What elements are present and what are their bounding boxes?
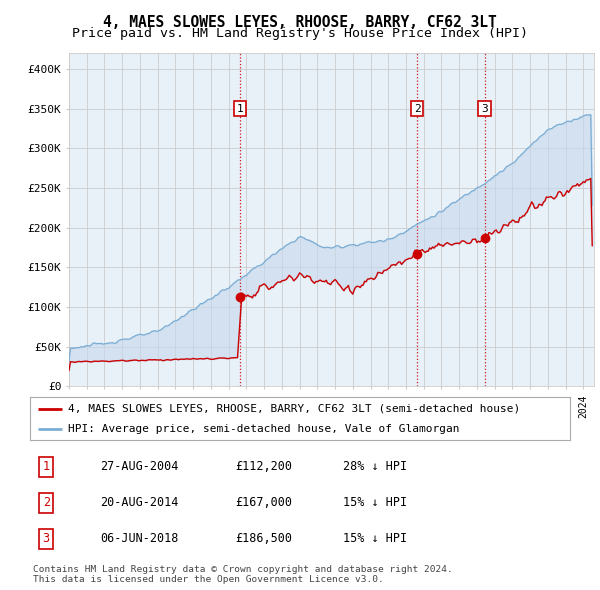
Text: £112,200: £112,200 [235,460,292,473]
Text: 06-JUN-2018: 06-JUN-2018 [100,533,179,546]
Text: Price paid vs. HM Land Registry's House Price Index (HPI): Price paid vs. HM Land Registry's House … [72,27,528,40]
Text: Contains HM Land Registry data © Crown copyright and database right 2024.
This d: Contains HM Land Registry data © Crown c… [33,565,453,584]
Text: 15% ↓ HPI: 15% ↓ HPI [343,496,407,510]
Text: 3: 3 [43,533,50,546]
Text: 20-AUG-2014: 20-AUG-2014 [100,496,179,510]
Text: 4, MAES SLOWES LEYES, RHOOSE, BARRY, CF62 3LT (semi-detached house): 4, MAES SLOWES LEYES, RHOOSE, BARRY, CF6… [68,404,520,414]
Text: 3: 3 [481,104,488,114]
Text: 27-AUG-2004: 27-AUG-2004 [100,460,179,473]
Text: 2: 2 [414,104,421,114]
Text: 1: 1 [43,460,50,473]
Text: £167,000: £167,000 [235,496,292,510]
Text: 15% ↓ HPI: 15% ↓ HPI [343,533,407,546]
Text: 4, MAES SLOWES LEYES, RHOOSE, BARRY, CF62 3LT: 4, MAES SLOWES LEYES, RHOOSE, BARRY, CF6… [103,15,497,30]
Text: £186,500: £186,500 [235,533,292,546]
Text: 1: 1 [237,104,244,114]
Text: 2: 2 [43,496,50,510]
Text: HPI: Average price, semi-detached house, Vale of Glamorgan: HPI: Average price, semi-detached house,… [68,424,460,434]
Text: 28% ↓ HPI: 28% ↓ HPI [343,460,407,473]
